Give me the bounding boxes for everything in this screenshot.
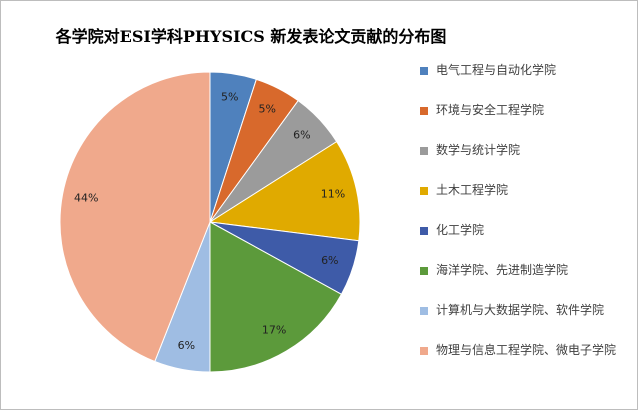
pie-data-label-4: 6% [321, 254, 338, 267]
legend-swatch-6 [420, 307, 428, 315]
legend-label-7: 物理与信息工程学院、微电子学院 [436, 343, 617, 357]
pie-data-label-2: 6% [293, 129, 310, 142]
legend-label-5: 海洋学院、先进制造学院 [436, 263, 569, 277]
legend-label-0: 电气工程与自动化学院 [436, 63, 557, 77]
pie-slice-3 [208, 140, 361, 242]
legend-swatch-2 [420, 147, 428, 155]
pie-data-label-3: 11% [321, 188, 345, 201]
pie-data-label-1: 5% [258, 103, 275, 116]
legend-label-6: 计算机与大数据学院、软件学院 [436, 303, 605, 317]
legend-swatch-0 [420, 67, 428, 75]
pie-data-label-7: 44% [74, 191, 98, 204]
chart-title: 各学院对ESI学科PHYSICS 新发表论文贡献的分布图 [55, 27, 447, 46]
legend-swatch-4 [420, 227, 428, 235]
legend-swatch-1 [420, 107, 428, 115]
pie-data-label-6: 6% [178, 339, 195, 352]
legend-label-2: 数学与统计学院 [436, 143, 521, 157]
legend-swatch-5 [420, 267, 428, 275]
pie-data-label-5: 17% [262, 324, 286, 337]
legend-label-3: 土木工程学院 [436, 183, 509, 197]
legend-label-1: 环境与安全工程学院 [436, 103, 545, 117]
legend-swatch-7 [420, 347, 428, 355]
pie-data-label-0: 5% [221, 91, 238, 104]
pie-slice-5 [209, 221, 343, 373]
legend-label-4: 化工学院 [436, 223, 485, 237]
pie-slice-7 [59, 71, 211, 363]
legend-swatch-3 [420, 187, 428, 195]
